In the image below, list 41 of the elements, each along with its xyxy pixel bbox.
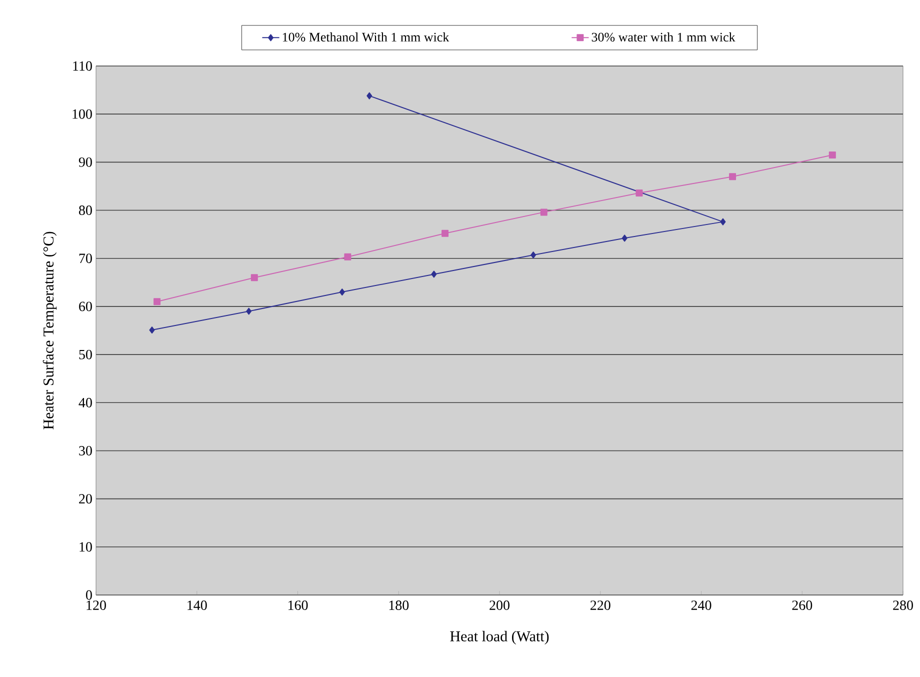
point xyxy=(636,189,643,196)
point xyxy=(344,253,352,260)
y-tick-label: 60 xyxy=(79,302,92,312)
y-tick-label: 30 xyxy=(79,446,92,456)
x-tick-label: 260 xyxy=(792,600,812,610)
y-tick-label: 80 xyxy=(79,206,92,215)
y-tick-label: 50 xyxy=(79,350,92,360)
point xyxy=(246,308,252,315)
x-tick-label: 160 xyxy=(288,600,308,610)
legend-label: 30% water with 1 mm wick xyxy=(592,32,736,42)
point xyxy=(154,298,161,306)
y-tick-label: 40 xyxy=(78,398,92,408)
x-tick-label: 140 xyxy=(188,600,207,610)
point xyxy=(828,151,836,158)
y-tick-label: 70 xyxy=(79,254,92,264)
y-tick-label: 90 xyxy=(78,157,92,167)
point xyxy=(720,218,726,226)
x-tick-label: 220 xyxy=(590,600,610,610)
point xyxy=(729,173,736,180)
point xyxy=(366,92,372,100)
point xyxy=(250,274,258,282)
point xyxy=(431,270,437,278)
x-tick-label: 200 xyxy=(490,600,510,610)
x-axis-title: Heat load (Watt) xyxy=(450,630,549,644)
point xyxy=(442,230,449,237)
point xyxy=(530,251,536,258)
y-tick-label: 100 xyxy=(72,109,92,119)
point xyxy=(540,208,548,216)
x-tick-label: 240 xyxy=(691,600,712,610)
y-tick-label: 0 xyxy=(86,590,92,600)
x-tick-label: 180 xyxy=(389,600,409,610)
point xyxy=(339,288,345,296)
legend-label: 10% Methanol With 1 mm wick xyxy=(282,32,450,42)
y-tick-label: 20 xyxy=(79,494,92,504)
y-tick-label: 10 xyxy=(80,542,92,552)
x-tick-label: 120 xyxy=(86,600,106,610)
y-tick-label: 110 xyxy=(73,61,92,71)
point xyxy=(149,326,155,334)
point xyxy=(622,234,628,242)
x-tick-label: 280 xyxy=(893,600,913,610)
y-axis-title: Heater Surface Temperature (°C) xyxy=(42,232,57,430)
